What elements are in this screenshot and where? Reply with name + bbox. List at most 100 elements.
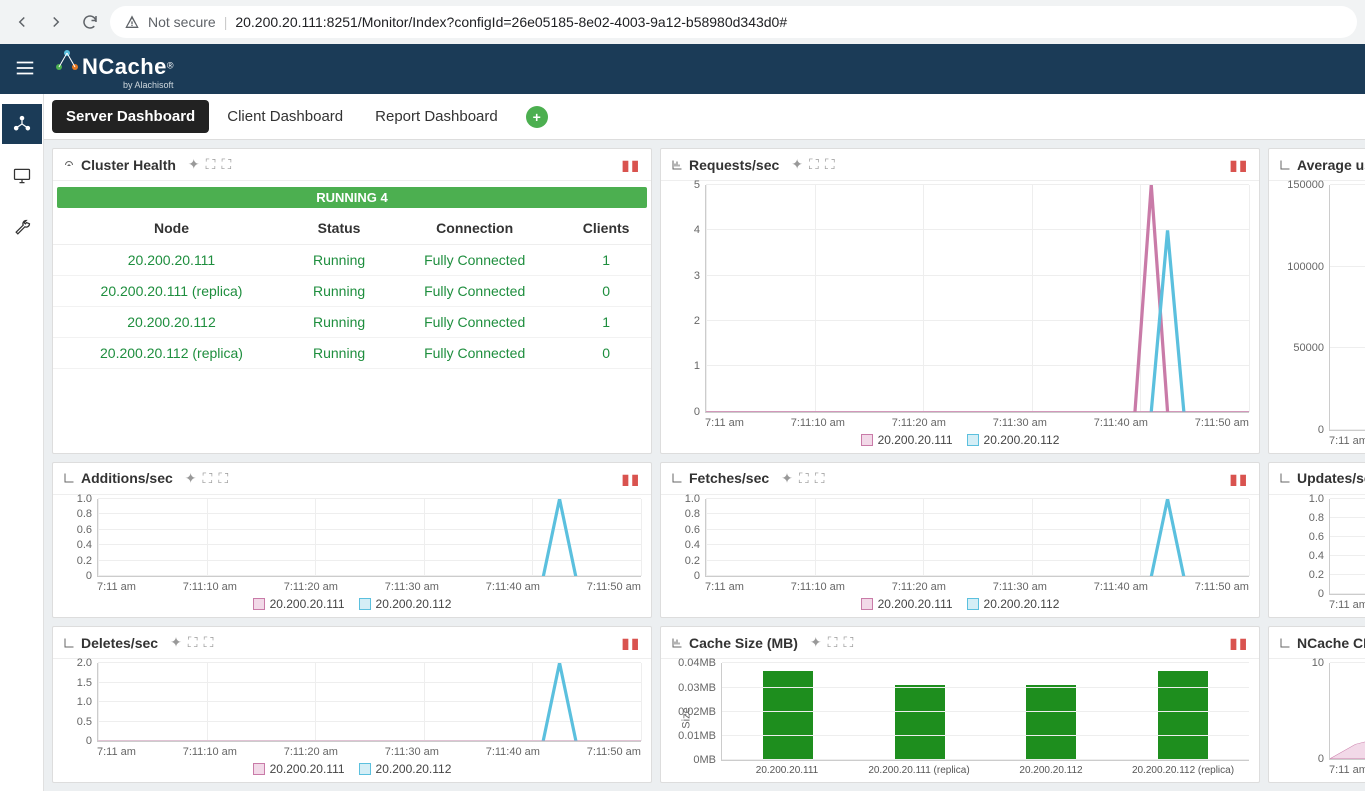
url-bar[interactable]: Not secure | 20.200.20.111:8251/Monitor/…: [110, 6, 1357, 38]
fullscreen-icon[interactable]: ⛶: [843, 634, 853, 651]
chart-icon: [63, 472, 75, 484]
panel-title: Cluster Health: [81, 157, 176, 173]
fullscreen-icon[interactable]: ⛶: [825, 156, 835, 173]
tab-bar: Server Dashboard Client Dashboard Report…: [44, 94, 1365, 140]
panel-requests: Requests/sec ✦⛶⛶ ▮▮ 012345 7:11 am7:11:1…: [660, 148, 1260, 454]
panel-avg-us: Average us/c 050000100000150000 7:11 am: [1268, 148, 1365, 454]
panel-cache-size: Cache Size (MB) ✦ ⛶ ⛶ ▮▮ Size 0MB0.01MB0.0…: [660, 626, 1260, 783]
panel-deletes: Deletes/sec ✦⛶⛶ ▮▮ 00.51.01.52.0 7:11 am…: [52, 626, 652, 783]
panel-title: Updates/sec: [1297, 470, 1365, 486]
cluster-icon: [12, 114, 32, 134]
forward-button[interactable]: [42, 8, 70, 36]
legend-112: 20.200.20.112: [967, 433, 1060, 447]
pause-button[interactable]: ▮▮: [622, 157, 641, 174]
panel-title: Additions/sec: [81, 470, 173, 486]
monitor-icon: [12, 166, 32, 186]
not-secure-icon: [124, 14, 140, 30]
pin-icon[interactable]: ✦: [791, 156, 803, 173]
bar: [895, 685, 945, 760]
updates-chart: 00.20.40.60.81.0: [1329, 499, 1365, 596]
bar: [763, 671, 813, 760]
sidebar-item-cluster[interactable]: [2, 104, 42, 144]
col-connection: Connection: [388, 212, 561, 245]
expand-icon[interactable]: ⛶: [828, 634, 838, 651]
col-node: Node: [53, 212, 290, 245]
table-row: 20.200.20.111RunningFully Connected1: [53, 245, 651, 276]
brand-subtext: by Alachisoft: [86, 80, 174, 90]
tab-client-dashboard[interactable]: Client Dashboard: [213, 100, 357, 133]
panel-title: Deletes/sec: [81, 635, 158, 651]
pause-button[interactable]: ▮▮: [622, 635, 641, 652]
cache-size-chart: Size 0MB0.01MB0.02MB0.03MB0.04MB: [721, 663, 1249, 761]
deletes-chart: 00.51.01.52.0: [97, 663, 641, 742]
panel-title: Fetches/sec: [689, 470, 769, 486]
fullscreen-icon[interactable]: ⛶: [815, 470, 825, 487]
panel-title: Requests/sec: [689, 157, 779, 173]
sidebar-item-monitor[interactable]: [2, 156, 42, 196]
panel-fetches: Fetches/sec ✦⛶⛶ ▮▮ 00.20.40.60.81.0 7:11…: [660, 462, 1260, 619]
chart-icon: [1279, 472, 1291, 484]
sidebar: [0, 94, 44, 791]
brand-text: NCache: [82, 54, 167, 79]
not-secure-label: Not secure: [148, 14, 216, 30]
tab-server-dashboard[interactable]: Server Dashboard: [52, 100, 209, 133]
pin-icon[interactable]: ✦: [170, 634, 182, 651]
wrench-icon: [12, 218, 32, 238]
panel-title: NCache CPU: [1297, 635, 1365, 651]
panel-title: Average us/c: [1297, 157, 1365, 173]
dashboard-grid: Cluster Health ✦ ⛶ ⛶ ▮▮ RUNNING 4 Node S…: [44, 140, 1365, 791]
chart-icon: [63, 637, 75, 649]
browser-bar: Not secure | 20.200.20.111:8251/Monitor/…: [0, 0, 1365, 44]
fullscreen-icon[interactable]: ⛶: [221, 156, 231, 173]
pause-button[interactable]: ▮▮: [622, 471, 641, 488]
logo: NCache® by Alachisoft: [54, 48, 174, 90]
pause-button[interactable]: ▮▮: [1230, 471, 1249, 488]
panel-cluster-health: Cluster Health ✦ ⛶ ⛶ ▮▮ RUNNING 4 Node S…: [52, 148, 652, 454]
avgus-chart: 050000100000150000: [1329, 185, 1365, 431]
expand-icon[interactable]: ⛶: [203, 470, 213, 487]
chart-icon: [671, 159, 683, 171]
expand-icon[interactable]: ⛶: [188, 634, 198, 651]
bar: [1026, 685, 1076, 760]
bar: [1158, 671, 1208, 760]
fullscreen-icon[interactable]: ⛶: [204, 634, 214, 651]
gauge-icon: [63, 159, 75, 171]
expand-icon[interactable]: ⛶: [206, 156, 216, 173]
chart-icon: [1279, 637, 1291, 649]
cpu-chart: 010: [1329, 663, 1365, 760]
pin-icon[interactable]: ✦: [188, 156, 200, 173]
expand-icon[interactable]: ⛶: [799, 470, 809, 487]
panel-additions: Additions/sec ✦⛶⛶ ▮▮ 00.20.40.60.81.0 7:…: [52, 462, 652, 619]
hamburger-button[interactable]: [14, 57, 36, 82]
reload-button[interactable]: [76, 8, 104, 36]
barchart-icon: [671, 637, 683, 649]
pin-icon[interactable]: ✦: [810, 634, 822, 651]
panel-title: Cache Size (MB): [689, 635, 798, 651]
sidebar-item-tools[interactable]: [2, 208, 42, 248]
additions-chart: 00.20.40.60.81.0: [97, 499, 641, 578]
table-row: 20.200.20.111 (replica)RunningFully Conn…: [53, 276, 651, 307]
col-clients: Clients: [561, 212, 651, 245]
logo-icon: [54, 48, 80, 74]
pin-icon[interactable]: ✦: [185, 470, 197, 487]
table-row: 20.200.20.112 (replica)RunningFully Conn…: [53, 338, 651, 369]
panel-toolbar: ✦ ⛶ ⛶: [188, 156, 231, 173]
back-button[interactable]: [8, 8, 36, 36]
chart-icon: [1279, 159, 1291, 171]
add-dashboard-button[interactable]: +: [526, 106, 548, 128]
content-area: Server Dashboard Client Dashboard Report…: [44, 94, 1365, 791]
pin-icon[interactable]: ✦: [781, 470, 793, 487]
chart-icon: [671, 472, 683, 484]
expand-icon[interactable]: ⛶: [809, 156, 819, 173]
url-text: 20.200.20.111:8251/Monitor/Index?configI…: [235, 14, 787, 30]
pause-button[interactable]: ▮▮: [1230, 635, 1249, 652]
tab-report-dashboard[interactable]: Report Dashboard: [361, 100, 512, 133]
fetches-chart: 00.20.40.60.81.0: [705, 499, 1249, 578]
col-status: Status: [290, 212, 388, 245]
table-row: 20.200.20.112RunningFully Connected1: [53, 307, 651, 338]
running-banner: RUNNING 4: [57, 187, 647, 208]
requests-chart: 012345: [705, 185, 1249, 413]
fullscreen-icon[interactable]: ⛶: [218, 470, 228, 487]
pause-button[interactable]: ▮▮: [1230, 157, 1249, 174]
panel-updates: Updates/sec 00.20.40.60.81.0 7:11 am: [1268, 462, 1365, 619]
